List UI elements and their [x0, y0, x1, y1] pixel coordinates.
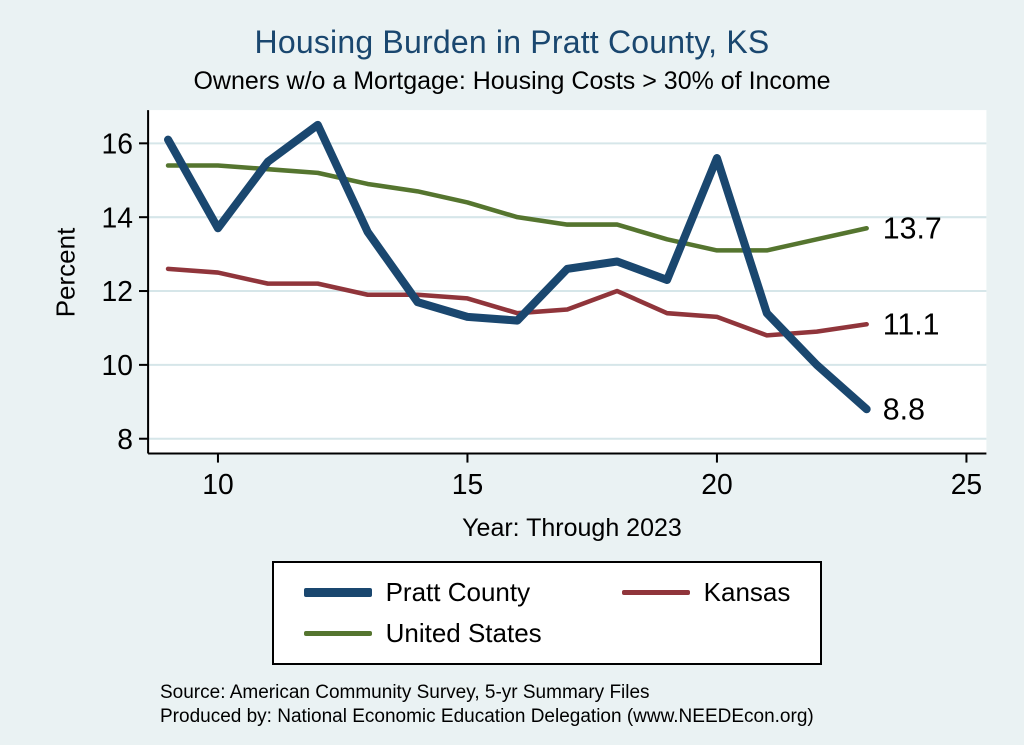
source-notes: Source: American Community Survey, 5-yr … [160, 681, 1024, 729]
legend-swatch [621, 590, 690, 595]
y-tick-label: 8 [117, 423, 133, 455]
x-tick-label: 15 [452, 468, 483, 500]
legend-swatch [303, 631, 372, 636]
plot-row: Percent 8 10 12 14 16 10 15 20 25 8.8 11.1 13.7 [45, 100, 1024, 504]
plot-area: 8 10 12 14 16 10 15 20 25 8.8 11.1 13.7 [101, 110, 987, 500]
y-tick-label: 14 [101, 201, 132, 233]
legend-item-united-states: United States [303, 618, 542, 649]
y-axis-label: Percent [50, 227, 81, 317]
producer-note: Produced by: National Economic Education… [160, 705, 814, 727]
legend: Pratt County Kansas United States [271, 561, 823, 665]
legend-item-kansas: Kansas [621, 577, 791, 608]
y-tick-label: 12 [101, 275, 132, 307]
x-tick-label: 20 [701, 468, 732, 500]
x-tick-label: 25 [951, 468, 982, 500]
source-note: Source: American Community Survey, 5-yr … [160, 682, 650, 703]
legend-item-pratt-county: Pratt County [303, 577, 542, 608]
chart-subtitle: Owners w/o a Mortgage: Housing Costs > 3… [193, 67, 831, 95]
end-label-kansas: 11.1 [883, 308, 940, 341]
y-tick-label: 10 [101, 349, 132, 381]
end-label-united-states: 13.7 [883, 212, 942, 245]
series-line-kansas [165, 266, 869, 338]
y-axis-label-box: Percent [45, 100, 87, 504]
chart-title: Housing Burden in Pratt County, KS [254, 24, 770, 60]
legend-label: Kansas [703, 577, 791, 607]
x-tick-label: 10 [202, 468, 233, 500]
series-line-pratt-county [164, 120, 871, 414]
legend-swatch [303, 588, 372, 597]
legend-label: United States [385, 618, 542, 648]
x-axis-label: Year: Through 2023 [462, 514, 682, 542]
legend-label: Pratt County [385, 577, 531, 607]
y-tick-label: 16 [101, 127, 132, 159]
end-label-pratt-county: 8.8 [883, 393, 925, 426]
